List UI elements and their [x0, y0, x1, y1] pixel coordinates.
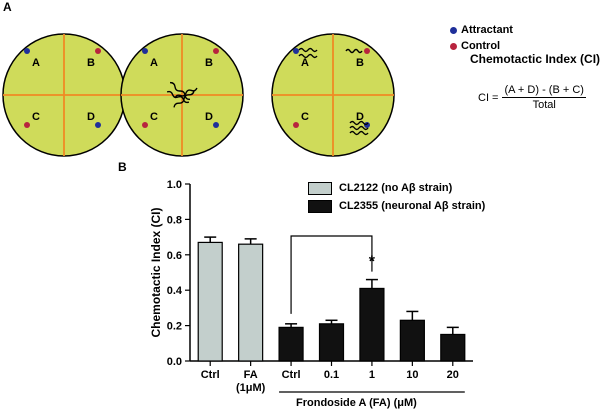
legend-control-label: Control — [461, 40, 501, 52]
quadrant-label-a: A — [150, 57, 158, 69]
ci-title: Chemotactic Index (CI) — [470, 52, 601, 66]
legend-attractant: Attractant — [450, 22, 513, 38]
legend-strain-cl2355: CL2355 (neuronal Aβ strain) — [308, 197, 485, 215]
significance-bracket — [290, 235, 373, 314]
worm-icon — [349, 125, 369, 131]
legend-strain1-label: CL2122 (no Aβ strain) — [339, 182, 453, 194]
y-axis-label: Chemotactic Index (CI) — [149, 207, 163, 337]
panel-b-legend: CL2122 (no Aβ strain) CL2355 (neuronal A… — [308, 179, 485, 215]
significance-marker: * — [369, 254, 376, 271]
formula-lhs: CI = — [478, 91, 499, 104]
panel-a-legend: Attractant Control — [450, 22, 513, 54]
bar — [359, 287, 385, 362]
quadrant-label-c: C — [32, 111, 40, 123]
worm-icon — [298, 53, 318, 59]
y-tick-label: 0.4 — [167, 285, 183, 297]
control-dot — [364, 48, 370, 54]
y-tick-label: 0.2 — [167, 321, 182, 333]
x-tick-label: 20 — [447, 369, 459, 381]
control-dot — [95, 48, 101, 54]
control-dot — [450, 42, 457, 50]
control-dot — [213, 48, 219, 54]
plate-3: A B C D — [271, 33, 395, 157]
formula-numerator: (A + D) - (B + C) — [502, 84, 586, 98]
x-tick-label: FA — [244, 369, 258, 381]
x-tick-label: Ctrl — [201, 369, 220, 381]
control-dot — [293, 122, 299, 128]
worm-icon — [349, 120, 369, 126]
quadrant-label-c: C — [301, 111, 309, 123]
y-tick-label: 0.6 — [167, 250, 182, 262]
plate-1: A B C D — [2, 33, 126, 157]
worm-icon — [173, 90, 195, 108]
formula-fraction: (A + D) - (B + C) Total — [502, 84, 586, 111]
ci-formula: CI = (A + D) - (B + C) Total — [478, 84, 586, 111]
panel-a-label: A — [3, 0, 12, 14]
quadrant-label-a: A — [32, 57, 40, 69]
legend-strain-cl2122: CL2122 (no Aβ strain) — [308, 179, 485, 197]
y-tick-label: 0.0 — [167, 356, 182, 368]
worm-icon — [298, 47, 318, 53]
legend-attractant-label: Attractant — [461, 24, 513, 36]
quadrant-label-b: B — [87, 57, 95, 69]
attractant-dot — [364, 122, 370, 128]
bar — [197, 241, 223, 362]
attractant-dot — [24, 48, 30, 54]
worm-icon — [166, 90, 190, 104]
plate-2: A B C D — [120, 33, 244, 157]
attractant-dot — [293, 48, 299, 54]
attractant-dot — [450, 26, 457, 34]
control-dot — [24, 122, 30, 128]
worm-icon — [174, 87, 198, 99]
worm-icon — [349, 130, 369, 136]
petri-plates: A B C D A B C D A B C D — [2, 33, 395, 157]
attractant-dot — [95, 122, 101, 128]
formula-denominator: Total — [532, 99, 556, 111]
legend-swatch-dark — [308, 199, 332, 213]
bar — [318, 323, 345, 362]
legend-swatch-light — [308, 181, 332, 195]
attractant-dot — [142, 48, 148, 54]
bar — [399, 319, 425, 362]
worm-icon — [170, 81, 190, 101]
control-dot — [142, 122, 148, 128]
x-tick-label: 0.1 — [324, 369, 339, 381]
x-tick-label: (1μM) — [236, 382, 266, 394]
legend-control: Control — [450, 38, 513, 54]
bar — [278, 326, 304, 362]
legend-strain2-label: CL2355 (neuronal Aβ strain) — [339, 200, 486, 212]
quadrant-label-b: B — [356, 57, 364, 69]
quadrant-label-d: D — [205, 111, 213, 123]
x-tick-label: 10 — [406, 369, 418, 381]
x-tick-label: Ctrl — [282, 369, 301, 381]
quadrant-label-b: B — [205, 57, 213, 69]
quadrant-label-d: D — [356, 111, 364, 123]
panel-b-label: B — [118, 160, 127, 174]
x-tick-label: 1 — [369, 369, 375, 381]
y-tick-label: 0.8 — [167, 214, 182, 226]
bar — [440, 333, 466, 362]
quadrant-label-d: D — [87, 111, 95, 123]
attractant-dot — [213, 122, 219, 128]
y-tick-label: 1.0 — [167, 179, 182, 191]
x-group-label: Frondoside A (FA) (μM) — [296, 397, 417, 409]
quadrant-label-c: C — [150, 111, 158, 123]
worm-icon — [345, 48, 363, 54]
quadrant-label-a: A — [301, 57, 309, 69]
bar — [238, 243, 264, 362]
